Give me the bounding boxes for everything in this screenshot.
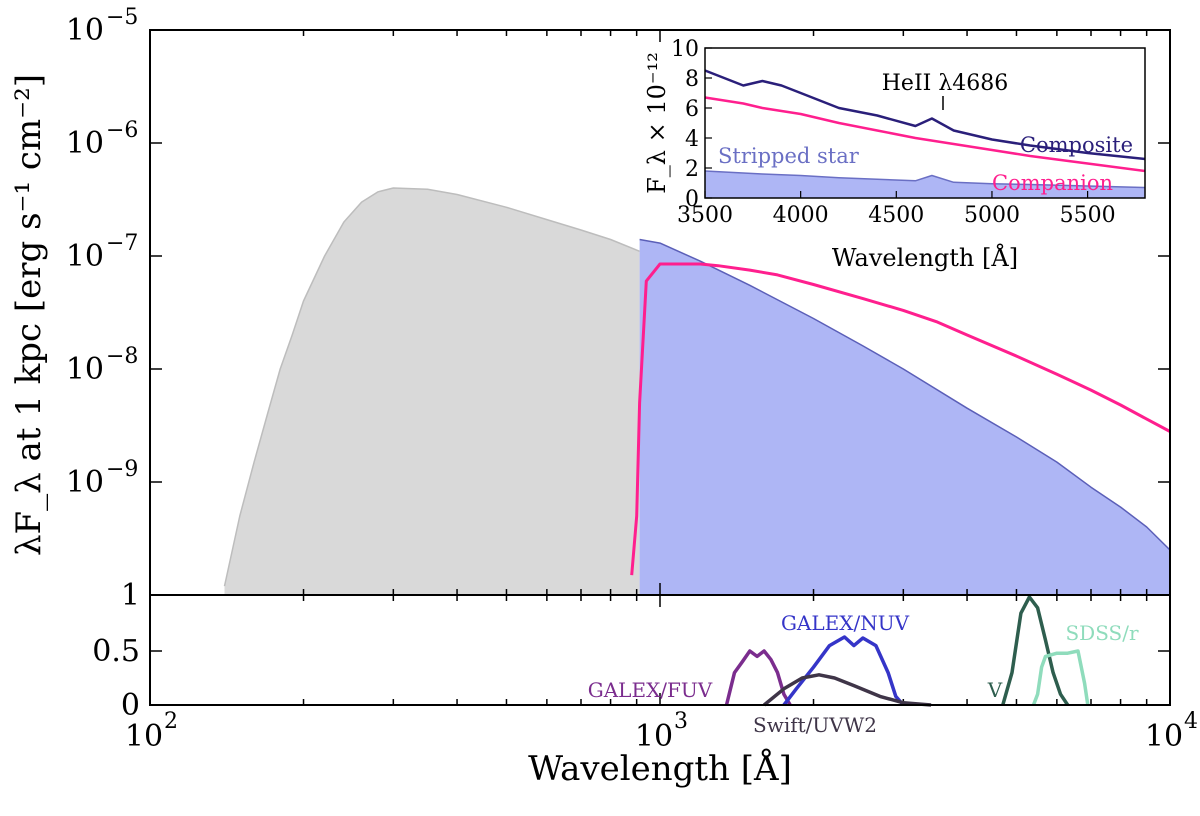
filter-curve-2: [762, 673, 932, 707]
main-y-tick-exponent: −5: [106, 5, 138, 30]
inset-y-tick-label: 8: [685, 67, 699, 92]
inset-x-tick-label: 4500: [868, 203, 924, 228]
filter-y-tick-label: 0: [121, 688, 140, 723]
filter-label: SDSS/r: [1065, 621, 1139, 645]
inset-y-tick-label: 4: [685, 127, 699, 152]
main-y-tick-label: 1: [121, 578, 140, 613]
inset-x-axis-label: Wavelength [Å]: [832, 243, 1018, 272]
filter-label: GALEX/FUV: [588, 678, 713, 702]
inset-y-tick-label: 2: [685, 157, 699, 182]
x-tick-exponent: 2: [164, 709, 178, 734]
x-tick-label: 10: [635, 719, 673, 754]
main-y-tick-label: 10: [66, 239, 104, 274]
series-line-2: [630, 262, 1171, 576]
inset-y-axis-label: F_λ × 10⁻¹²: [643, 52, 671, 194]
heii-annotation: HeII λ4686: [882, 71, 1009, 96]
x-tick-exponent: 4: [1184, 709, 1198, 734]
inset-series-label: Stripped star: [718, 144, 860, 168]
inset-series-label: Composite: [1020, 133, 1133, 157]
inset-y-tick-label: 0: [685, 187, 699, 212]
x-axis-label: Wavelength [Å]: [528, 748, 792, 789]
inset-frame: [704, 47, 1146, 199]
filter-label: Swift/UVW2: [753, 713, 877, 737]
inset-line-0: [704, 69, 1146, 161]
filter-plot-frame: [149, 594, 1171, 706]
filter-curve-3: [1001, 595, 1070, 706]
main-y-tick-label: 10: [66, 126, 104, 161]
filter-label: GALEX/NUV: [781, 611, 910, 635]
filter-curve-1: [782, 635, 905, 707]
x-tick-label: 10: [1145, 719, 1183, 754]
inset-line-2: [704, 170, 1146, 189]
filter-curve-4: [1031, 649, 1090, 706]
series-fill-1: [639, 239, 1170, 595]
main-y-tick-exponent: −9: [106, 457, 138, 482]
inset-x-tick-label: 5500: [1060, 203, 1116, 228]
x-tick-label: 10: [125, 719, 163, 754]
inset-series-label: Companion: [992, 171, 1113, 195]
y-axis-label: λF_λ at 1 kpc [erg s⁻¹ cm⁻²]: [9, 74, 49, 556]
inset-line-1: [704, 96, 1146, 173]
inset-x-tick-label: 3500: [677, 203, 733, 228]
inset-x-tick-label: 4000: [773, 203, 829, 228]
series-fill-0: [224, 188, 640, 595]
main-y-tick-exponent: −7: [106, 231, 138, 256]
main-y-tick-label: 10: [66, 13, 104, 48]
filter-y-tick-label: 0.5: [92, 634, 140, 669]
main-panel: 10 −510 −610 −710 −810 −91: [66, 5, 1171, 705]
inset-x-tick-label: 5000: [964, 203, 1020, 228]
inset-panel: 3500 4000 4500 5000 5500 0 2 4 6 8 10 Composite Com…: [643, 37, 1146, 272]
filter-curve-0: [724, 649, 792, 706]
filter-panel: GALEX/FUV GALEX/NUV Swift/UVW2 V SDSS/r 0.5 0: [92, 594, 1171, 737]
inset-fill-2: [705, 171, 1145, 198]
inset-y-tick-label: 10: [671, 37, 699, 62]
series-line-0: [223, 187, 640, 587]
x-tick-exponent: 3: [674, 709, 688, 734]
inset-y-tick-label: 6: [685, 97, 699, 122]
filter-label: V: [987, 678, 1003, 702]
main-y-tick-label: 10: [66, 352, 104, 387]
main-y-tick-label: 10: [66, 465, 104, 500]
main-y-tick-exponent: −8: [106, 344, 138, 369]
main-y-tick-exponent: −6: [106, 118, 138, 143]
